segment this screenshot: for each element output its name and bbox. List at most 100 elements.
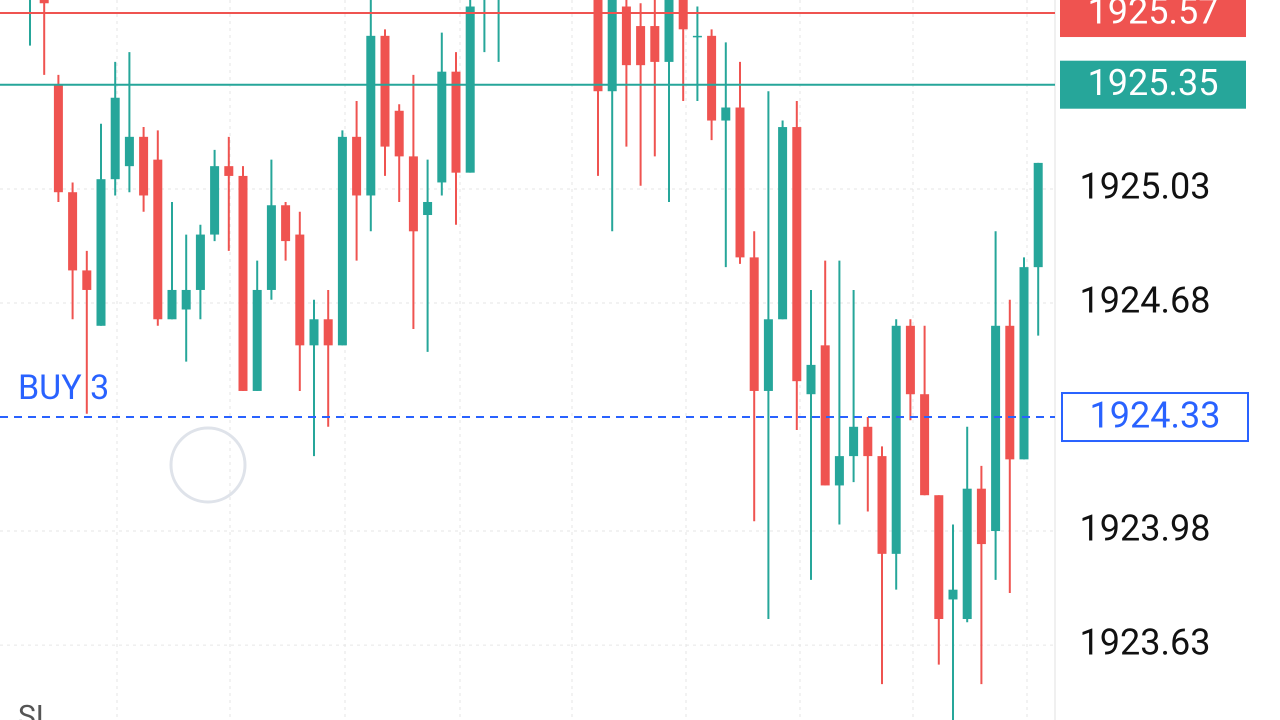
- candle-body: [96, 179, 106, 326]
- candle: [167, 201, 177, 320]
- candle-body: [664, 0, 674, 62]
- candle-body: [124, 136, 134, 167]
- candle-body: [323, 319, 333, 346]
- plot-area: [0, 0, 1055, 720]
- candle: [678, 0, 688, 101]
- candle-body: [778, 127, 788, 320]
- price-label-box: [1060, 0, 1246, 38]
- candle-body: [806, 364, 816, 395]
- candle-body: [1033, 162, 1043, 268]
- candle: [792, 100, 802, 431]
- candle: [593, 0, 603, 176]
- price-label: 1924.33: [1090, 395, 1221, 437]
- candle-body: [110, 97, 120, 180]
- candle: [352, 100, 362, 261]
- candle-body: [678, 0, 688, 30]
- candle: [763, 91, 773, 620]
- candle-body: [39, 0, 49, 4]
- candle: [849, 289, 859, 483]
- candle: [437, 32, 447, 196]
- candle-body: [976, 488, 986, 545]
- candle: [806, 289, 816, 580]
- candle: [991, 231, 1001, 580]
- candle: [1033, 162, 1043, 336]
- candle: [962, 426, 972, 623]
- candle-body: [849, 426, 859, 457]
- candle-body: [181, 289, 191, 310]
- y-tick-label: 1923.63: [1080, 622, 1211, 664]
- candle: [29, 0, 31, 46]
- candle-body: [139, 136, 149, 196]
- candle-body: [636, 26, 646, 66]
- candle: [905, 319, 915, 421]
- candle: [497, 0, 500, 62]
- candle: [920, 325, 930, 496]
- candle: [721, 42, 731, 268]
- annotation: SL: [18, 699, 52, 720]
- candle-body: [281, 205, 291, 242]
- candle: [394, 104, 404, 202]
- candle: [139, 127, 149, 212]
- candle: [366, 0, 376, 232]
- candle-body: [721, 107, 731, 121]
- candle: [778, 120, 788, 320]
- candle-body: [621, 6, 631, 66]
- candle-body: [423, 201, 433, 216]
- candle: [82, 250, 92, 414]
- candle: [238, 166, 248, 391]
- candle-body: [877, 456, 887, 554]
- y-tick-label: 1923.98: [1080, 508, 1211, 550]
- candle-body: [1019, 267, 1029, 460]
- candle: [53, 74, 63, 202]
- price-label: 1925.35: [1088, 62, 1219, 104]
- candle-body: [82, 270, 92, 290]
- candle-body: [607, 0, 617, 92]
- candle-body: [948, 589, 958, 600]
- candle-body: [792, 127, 802, 382]
- candle-body: [68, 192, 78, 271]
- candle: [281, 201, 291, 261]
- price-label-box: [1061, 392, 1249, 443]
- candle-body: [920, 394, 930, 496]
- candle: [863, 417, 873, 512]
- candle: [68, 182, 78, 320]
- candle: [877, 446, 887, 685]
- price-label-box: [1060, 60, 1246, 109]
- candle-body: [238, 175, 248, 391]
- candle-body: [437, 71, 447, 183]
- candle: [621, 0, 631, 147]
- candle-body: [763, 319, 773, 391]
- candle-body: [834, 456, 844, 486]
- candle-body: [210, 166, 220, 235]
- candle: [976, 465, 986, 685]
- candle-body: [380, 35, 390, 147]
- candle-body: [891, 325, 901, 554]
- candle-body: [593, 0, 603, 92]
- candle-body: [337, 136, 347, 346]
- candle: [934, 495, 944, 665]
- candle-body: [167, 289, 177, 320]
- candle: [692, 6, 702, 101]
- candle: [266, 159, 276, 300]
- candle-body: [53, 84, 63, 193]
- candle: [650, 0, 660, 157]
- candle-body: [224, 166, 234, 176]
- candle: [96, 123, 106, 326]
- candle-body: [962, 488, 972, 620]
- candle: [39, 0, 49, 75]
- candle: [309, 299, 319, 457]
- candle: [483, 0, 486, 53]
- candle: [110, 61, 120, 196]
- candle: [465, 0, 475, 173]
- candle: [1005, 299, 1015, 593]
- candle: [408, 74, 418, 330]
- candle-body: [309, 319, 319, 346]
- candle-body: [295, 234, 305, 346]
- candle: [607, 0, 617, 232]
- candle: [181, 234, 191, 362]
- candle: [323, 289, 333, 427]
- candle: [834, 260, 844, 525]
- candle-body: [408, 156, 418, 232]
